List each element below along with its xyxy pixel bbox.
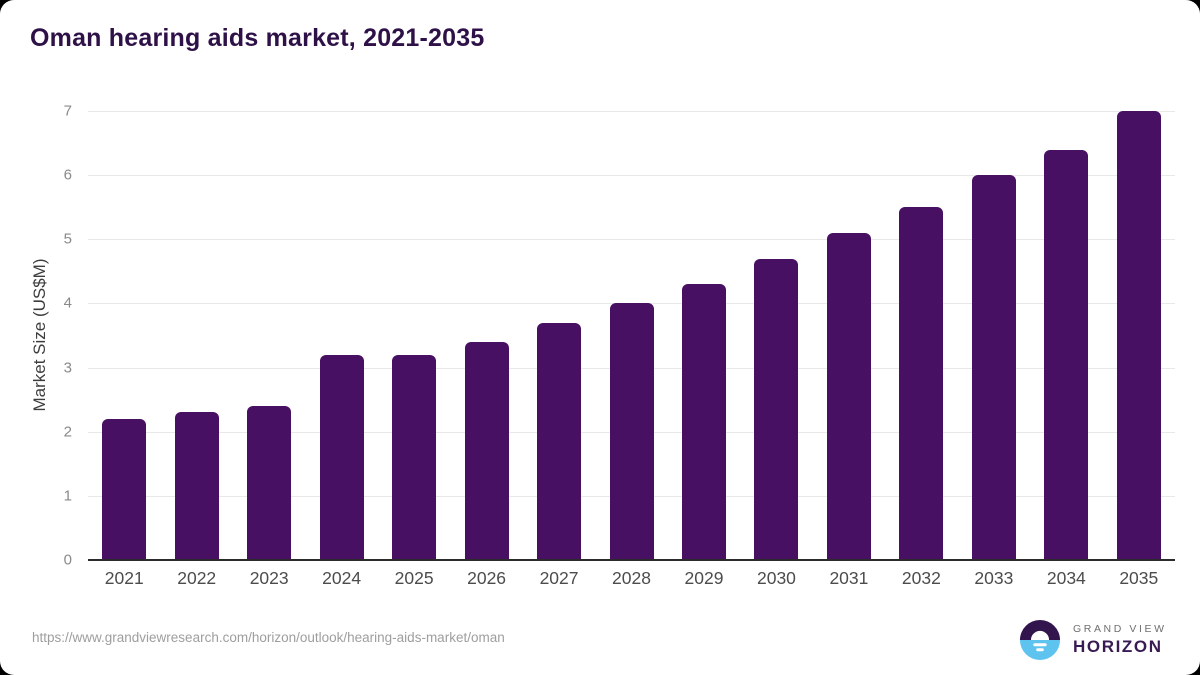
bar-slot bbox=[378, 111, 450, 560]
source-url: https://www.grandviewresearch.com/horizo… bbox=[32, 630, 505, 645]
bar-slot bbox=[885, 111, 957, 560]
bar-slot bbox=[305, 111, 377, 560]
bar-slot bbox=[595, 111, 667, 560]
x-tick-label: 2028 bbox=[612, 568, 651, 588]
x-tick-label: 2029 bbox=[684, 568, 724, 588]
x-tick-label: 2023 bbox=[249, 568, 289, 588]
bar-2034[interactable] bbox=[1044, 149, 1089, 560]
bar-2023[interactable] bbox=[247, 406, 292, 560]
x-tick-label: 2031 bbox=[829, 568, 869, 588]
bar-2022[interactable] bbox=[174, 412, 219, 560]
bar-2029[interactable] bbox=[681, 284, 726, 560]
bar-slot bbox=[523, 111, 595, 560]
bar-2035[interactable] bbox=[1116, 111, 1161, 560]
bar-slot bbox=[88, 111, 160, 560]
y-tick-label: 4 bbox=[63, 294, 72, 312]
bar-2024[interactable] bbox=[319, 354, 364, 560]
bar-2026[interactable] bbox=[464, 341, 509, 560]
x-tick-label: 2032 bbox=[901, 568, 941, 588]
x-tick-label: 2026 bbox=[467, 568, 507, 588]
bar-2033[interactable] bbox=[971, 175, 1016, 560]
chart-title: Oman hearing aids market, 2021-2035 bbox=[30, 24, 485, 52]
gridline bbox=[88, 111, 1175, 112]
y-tick-label: 7 bbox=[63, 102, 72, 120]
bar-slot bbox=[668, 111, 740, 560]
bar-slot bbox=[1103, 111, 1175, 560]
bar-2025[interactable] bbox=[392, 354, 437, 560]
x-tick-label: 2025 bbox=[394, 568, 434, 588]
y-tick-label: 6 bbox=[63, 166, 72, 184]
bar-slot bbox=[1030, 111, 1102, 560]
horizon-sun-icon bbox=[1019, 619, 1061, 661]
x-tick-label: 2021 bbox=[104, 568, 144, 588]
x-tick-label: 2027 bbox=[539, 568, 579, 588]
y-tick-label: 3 bbox=[63, 359, 72, 377]
bar-2027[interactable] bbox=[537, 322, 582, 560]
x-tick-label: 2030 bbox=[756, 568, 796, 588]
gridline bbox=[88, 239, 1175, 241]
bar-slot bbox=[233, 111, 305, 560]
x-tick-label: 2034 bbox=[1046, 568, 1086, 588]
bar-slot bbox=[740, 111, 812, 560]
bar-slot bbox=[813, 111, 885, 560]
x-tick-label: 2035 bbox=[1119, 568, 1159, 588]
y-tick-label: 0 bbox=[63, 551, 72, 569]
bar-2030[interactable] bbox=[754, 258, 799, 560]
gridline bbox=[88, 175, 1175, 177]
bars bbox=[88, 111, 1175, 560]
logo-grand-view-label: GRAND VIEW bbox=[1073, 623, 1167, 635]
bar-2021[interactable] bbox=[102, 418, 147, 560]
bar-2031[interactable] bbox=[826, 232, 871, 560]
x-tick-label: 2022 bbox=[177, 568, 217, 588]
x-tick-label: 2033 bbox=[974, 568, 1014, 588]
x-axis-line bbox=[88, 559, 1175, 561]
x-tick-label: 2024 bbox=[322, 568, 362, 588]
bar-slot bbox=[160, 111, 232, 560]
bar-slot bbox=[958, 111, 1030, 560]
logo-horizon-label: HORIZON bbox=[1073, 637, 1163, 656]
y-tick-label: 1 bbox=[63, 487, 72, 505]
y-tick-label: 5 bbox=[63, 230, 72, 248]
logo-text: GRAND VIEW HORIZON bbox=[1073, 623, 1167, 657]
x-labels: 2021 2022 2023 2024 2025 2026 2027 2028 2029 2030… bbox=[88, 568, 1175, 589]
bar-2028[interactable] bbox=[609, 303, 654, 560]
bar-2032[interactable] bbox=[899, 207, 944, 560]
bar-slot bbox=[450, 111, 522, 560]
plot-area: 0 1 2 3 4 5 6 7 bbox=[64, 103, 1175, 569]
y-axis-title: Market Size (US$M) bbox=[30, 258, 49, 412]
grand-view-horizon-logo[interactable]: GRAND VIEW HORIZON bbox=[1019, 619, 1167, 661]
y-tick-label: 2 bbox=[63, 423, 72, 441]
